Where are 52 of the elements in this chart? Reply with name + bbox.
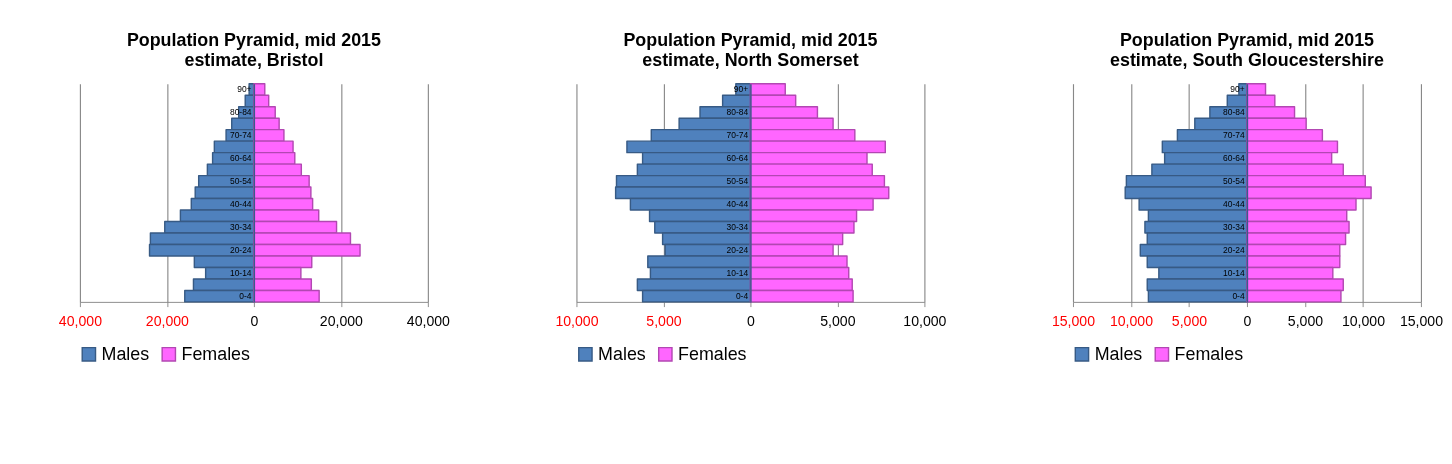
- x-tick-label: 0: [1243, 312, 1252, 329]
- x-tick-label: 5,000: [1171, 312, 1208, 329]
- legend-label: Males: [598, 343, 646, 364]
- y-tick-label: 80-84: [1223, 107, 1245, 118]
- y-tick-label: 20-24: [1223, 245, 1245, 256]
- y-tick-label: 60-64: [229, 153, 252, 164]
- x-tick-label: 15,000: [1399, 312, 1444, 329]
- y-tick-label: 10-14: [1223, 268, 1245, 279]
- legend-label: Males: [101, 343, 150, 364]
- x-tick-label: 20,000: [319, 312, 364, 329]
- y-tick-label: 20-24: [229, 245, 252, 256]
- y-tick-label: 0-4: [239, 290, 252, 301]
- chart-title: Population Pyramid, mid 2015 estimate, South Gloucestershire: [1110, 30, 1385, 71]
- legend-label: Males: [1094, 343, 1143, 364]
- legend-label: Females: [1174, 343, 1244, 364]
- x-tick-label: 40,000: [406, 312, 451, 329]
- y-tick-label: 70-74: [229, 130, 252, 141]
- x-tick-label: 5,000: [820, 312, 856, 329]
- y-tick-label: 0-4: [1232, 290, 1245, 301]
- y-tick-label: 80-84: [726, 107, 749, 118]
- y-tick-label: 0-4: [735, 290, 749, 301]
- chart-title: Population Pyramid, mid 2015 estimate, North Somerset: [623, 30, 878, 71]
- y-tick-label: 30-34: [1223, 222, 1245, 233]
- legend-label: Females: [181, 343, 251, 364]
- y-tick-label: 20-24: [726, 245, 749, 256]
- y-tick-label: 30-34: [726, 222, 749, 233]
- y-tick-label: 30-34: [229, 222, 252, 233]
- y-tick-label: 10-14: [229, 268, 252, 279]
- chart-title: Population Pyramid, mid 2015 estimate, Bristol: [126, 30, 382, 71]
- y-tick-label: 50-54: [1223, 176, 1245, 187]
- x-tick-label: 5,000: [1287, 312, 1324, 329]
- x-tick-label: 5,000: [646, 312, 682, 329]
- y-tick-label: 60-64: [1223, 153, 1245, 164]
- y-tick-label: 70-74: [726, 130, 749, 141]
- x-tick-label: 10,000: [555, 312, 599, 329]
- y-tick-label: 50-54: [229, 176, 252, 187]
- y-tick-label: 50-54: [726, 176, 749, 187]
- y-tick-label: 40-44: [726, 199, 749, 210]
- legend-label: Females: [678, 343, 747, 364]
- x-tick-label: 15,000: [1051, 312, 1096, 329]
- x-tick-label: 0: [747, 312, 755, 329]
- x-tick-label: 0: [250, 312, 259, 329]
- x-tick-label: 10,000: [1109, 312, 1154, 329]
- x-tick-label: 20,000: [145, 312, 190, 329]
- y-tick-label: 60-64: [726, 153, 749, 164]
- x-tick-label: 10,000: [1341, 312, 1386, 329]
- x-tick-label: 40,000: [58, 312, 103, 329]
- x-tick-label: 10,000: [903, 312, 947, 329]
- y-tick-label: 40-44: [1223, 199, 1245, 210]
- y-tick-label: 70-74: [1223, 130, 1245, 141]
- y-tick-label: 10-14: [726, 268, 749, 279]
- y-tick-label: 40-44: [229, 199, 252, 210]
